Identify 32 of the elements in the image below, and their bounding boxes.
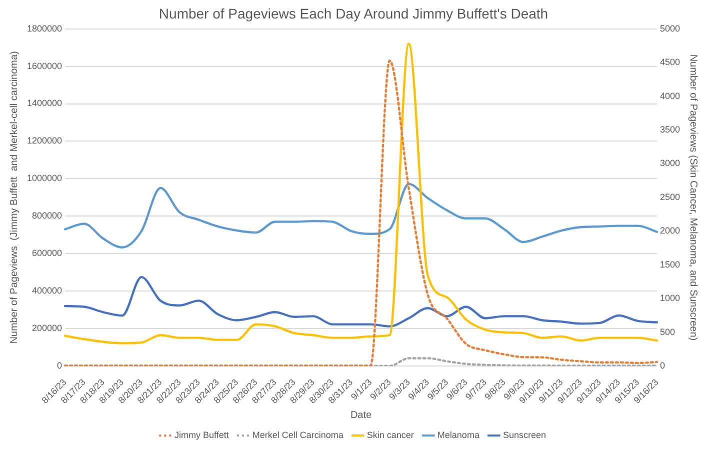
- y2-tick-label: 0: [660, 360, 665, 371]
- y2-tick-label: 5000: [660, 23, 680, 34]
- y2-axis-title: Number of Pageviews (Skin Cancer, Melanoma, and Sunscreen): [687, 54, 698, 341]
- legend-label: Merkel Cell Carcinoma: [252, 430, 344, 440]
- y2-tick-label: 500: [660, 326, 676, 337]
- legend-label: Melanoma: [437, 430, 480, 440]
- legend-label: Skin cancer: [366, 430, 414, 440]
- line-series: [64, 276, 658, 328]
- y2-tick-label: 4500: [660, 57, 680, 68]
- y-tick-label: 400000: [32, 286, 62, 296]
- y2-tick-label: 3000: [660, 158, 680, 168]
- y-tick-label: 0: [57, 360, 62, 371]
- y-tick-label: 1000000: [26, 173, 62, 184]
- chart-title: Number of Pageviews Each Day Around Jimmy Buffett's Death: [158, 5, 548, 22]
- y2-tick-label: 1500: [660, 259, 680, 270]
- y-tick-label: 800000: [32, 210, 62, 221]
- y2-tick-label: 2500: [660, 192, 680, 202]
- y-tick-label: 1800000: [26, 23, 62, 34]
- y2-tick-label: 1000: [660, 293, 680, 304]
- line-series: [64, 182, 658, 248]
- y2-tick-label: 4000: [660, 90, 680, 101]
- y-tick-label: 200000: [32, 323, 62, 334]
- legend-label: Jimmy Buffett: [174, 430, 230, 440]
- y-axis-title: Number of Pageviews (Jimmy Buffett and Merkel-cell carcinoma): [8, 51, 20, 344]
- legend-label: Sunscreen: [502, 430, 546, 440]
- y-tick-label: 1600000: [26, 60, 62, 71]
- y-tick-label: 600000: [32, 248, 62, 258]
- y-tick-label: 1200000: [26, 136, 62, 146]
- y2-tick-label: 2000: [660, 226, 680, 236]
- y-tick-label: 1400000: [26, 98, 62, 108]
- y2-tick-label: 3500: [660, 124, 680, 134]
- x-axis-title: Date: [350, 410, 372, 421]
